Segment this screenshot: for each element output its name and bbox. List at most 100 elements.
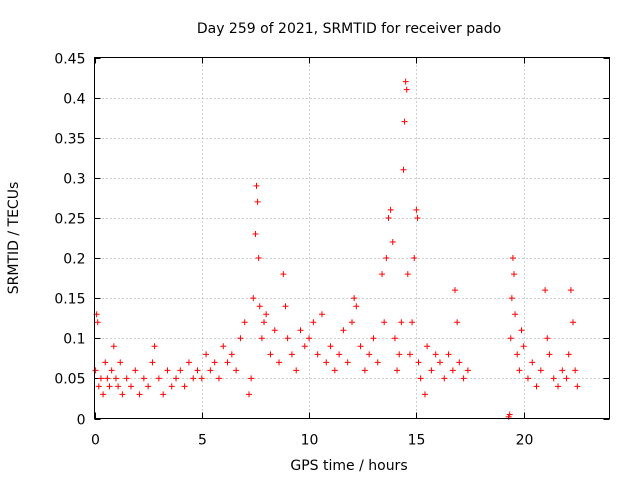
data-point <box>323 359 330 366</box>
data-point <box>400 166 407 173</box>
data-point <box>145 383 152 390</box>
data-point <box>344 359 351 366</box>
data-point <box>512 311 519 318</box>
y-axis-label: SRMTID / TECUs <box>6 182 22 295</box>
y-tick-label: 0.45 <box>54 52 85 68</box>
data-point <box>220 343 227 350</box>
data-point <box>127 383 134 390</box>
data-point <box>394 367 401 374</box>
data-point <box>411 255 418 262</box>
data-point <box>190 375 197 382</box>
data-point <box>417 375 424 382</box>
data-point <box>406 351 413 358</box>
data-point <box>237 335 244 342</box>
data-point <box>520 343 527 350</box>
data-point <box>115 383 122 390</box>
data-point <box>248 375 255 382</box>
data-point <box>381 319 388 326</box>
data-point <box>168 383 175 390</box>
data-point <box>255 255 262 262</box>
data-point <box>282 303 289 310</box>
data-point <box>385 214 392 221</box>
data-point <box>224 359 231 366</box>
data-point <box>409 319 416 326</box>
tick-layer: 0 0.05 0.1 0.15 0.2 0.25 0.3 0.35 0.4 0.45 0 5 10 15 2… <box>54 52 610 449</box>
data-point <box>387 206 394 213</box>
grid-layer <box>94 57 610 419</box>
data-point <box>151 343 158 350</box>
x-tick-label: 20 <box>516 433 534 449</box>
data-point <box>542 287 549 294</box>
data-point <box>293 367 300 374</box>
data-point <box>276 359 283 366</box>
data-point <box>258 335 265 342</box>
y-tick-label: 0.1 <box>63 332 85 348</box>
y-tick-label: 0.25 <box>54 212 85 228</box>
data-point <box>252 230 259 237</box>
data-point <box>119 391 126 398</box>
data-point <box>396 351 403 358</box>
data-point <box>102 359 109 366</box>
data-point <box>370 335 377 342</box>
data-point <box>507 335 514 342</box>
data-point <box>306 335 313 342</box>
data-point <box>516 367 523 374</box>
data-point <box>565 351 572 358</box>
data-point <box>253 182 260 189</box>
data-point <box>537 367 544 374</box>
y-tick-label: 0.3 <box>63 172 85 188</box>
y-tick-label: 0.05 <box>54 372 85 388</box>
data-point <box>327 343 334 350</box>
data-point <box>185 359 192 366</box>
x-axis-label: GPS time / hours <box>290 458 407 474</box>
data-point <box>445 351 452 358</box>
data-point <box>509 255 516 262</box>
data-point <box>110 343 117 350</box>
data-point <box>401 118 408 125</box>
data-point <box>349 319 355 326</box>
data-point <box>284 335 291 342</box>
data-point <box>413 206 420 213</box>
data-point <box>449 367 456 374</box>
data-point <box>529 359 536 366</box>
data-point <box>351 295 358 302</box>
data-point <box>318 311 325 318</box>
x-tick-label: 0 <box>91 433 100 449</box>
data-point <box>92 367 99 374</box>
data-point <box>250 295 257 302</box>
data-point <box>550 375 557 382</box>
plot-frame <box>94 57 610 419</box>
data-point <box>297 327 304 334</box>
data-point <box>104 375 111 382</box>
data-point <box>570 319 577 326</box>
y-tick-label: 0 <box>77 413 86 429</box>
data-point <box>173 375 180 382</box>
data-point <box>403 86 410 93</box>
data-point <box>149 359 156 366</box>
x-tick-label: 5 <box>198 433 207 449</box>
data-point <box>379 271 386 278</box>
data-point <box>97 375 104 382</box>
data-point <box>441 375 448 382</box>
data-point <box>415 359 422 366</box>
data-point <box>203 351 210 358</box>
data-point <box>544 335 551 342</box>
data-point <box>117 359 124 366</box>
data-point <box>132 367 139 374</box>
data-point <box>100 391 107 398</box>
x-tick-label: 10 <box>301 433 319 449</box>
data-point <box>106 383 113 390</box>
data-point <box>256 303 263 310</box>
data-point <box>301 343 308 350</box>
data-point <box>402 78 409 85</box>
data-point <box>508 295 515 302</box>
chart-title: Day 259 of 2021, SRMTID for receiver pad… <box>197 21 501 37</box>
data-point <box>511 271 518 278</box>
data-point <box>357 343 364 350</box>
data-point <box>383 255 390 262</box>
data-point <box>404 271 411 278</box>
data-point <box>181 383 188 390</box>
data-point <box>136 391 143 398</box>
data-point <box>261 319 268 326</box>
